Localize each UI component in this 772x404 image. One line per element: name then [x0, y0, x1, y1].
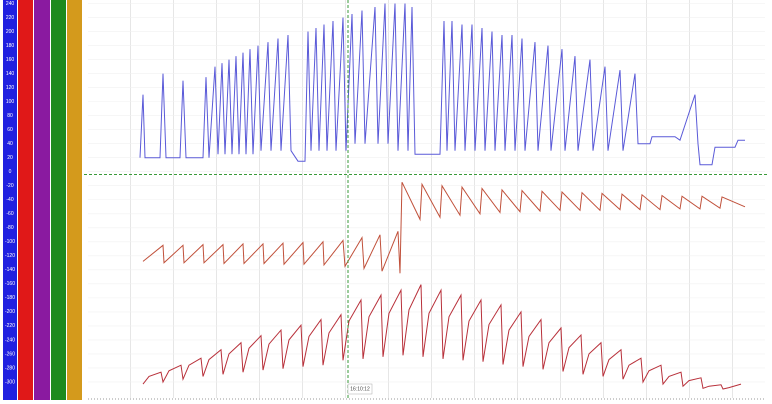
y-tick-label: 0	[9, 169, 12, 175]
y-tick-label: 140	[6, 71, 15, 77]
y-tick-label: 100	[6, 99, 15, 105]
y-tick-label: -40	[6, 197, 13, 203]
trace	[139, 3, 745, 166]
y-tick-label: -260	[5, 351, 15, 357]
y-tick-label: 180	[6, 43, 15, 49]
y-tick-label: 20	[7, 155, 13, 161]
y-tick-label: -80	[6, 225, 13, 231]
y-tick-label: -220	[5, 323, 15, 329]
axis-strip-purple	[34, 0, 50, 400]
trace	[142, 181, 746, 274]
y-tick-label: 160	[6, 57, 15, 63]
y-tick-label: -300	[5, 379, 15, 385]
cursor-label: 16:10:12	[350, 386, 370, 392]
y-tick-label: -100	[5, 239, 15, 245]
y-tick-label: 60	[7, 127, 13, 133]
y-tick-label: 80	[7, 113, 13, 119]
y-tick-label: 240	[6, 1, 15, 7]
y-tick-label: 120	[6, 85, 15, 91]
y-tick-label: -120	[5, 253, 15, 259]
y-tick-label: -280	[5, 365, 15, 371]
y-tick-label: -240	[5, 337, 15, 343]
y-tick-label: -20	[6, 183, 13, 189]
y-tick-label: -160	[5, 281, 15, 287]
y-tick-label: 220	[6, 15, 15, 21]
y-tick-label: 200	[6, 29, 15, 35]
trace	[142, 284, 742, 390]
axis-strip-orange	[67, 0, 82, 400]
y-tick-label: -200	[5, 309, 15, 315]
axis-strip-blue	[3, 0, 17, 400]
cursor-label-box	[347, 383, 373, 395]
y-tick-label: -140	[5, 267, 15, 273]
axis-strip-green	[51, 0, 66, 400]
y-tick-label: -60	[6, 211, 13, 217]
y-tick-label: 40	[7, 141, 13, 147]
axis-strip-red	[18, 0, 33, 400]
y-tick-label: -180	[5, 295, 15, 301]
